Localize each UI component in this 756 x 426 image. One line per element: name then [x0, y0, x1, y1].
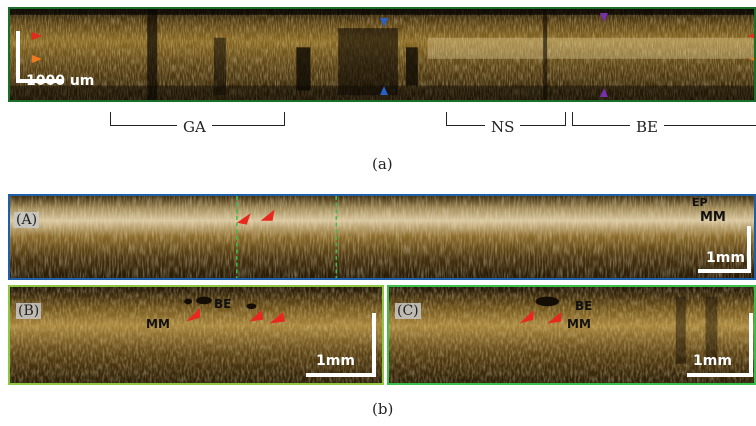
red-arrowhead-icon: [260, 209, 275, 221]
region-label-be: BE: [630, 118, 664, 136]
label-ep: EP: [692, 196, 708, 209]
inset-tag-C: (C): [395, 303, 421, 319]
blue-arrow-down-icon: [380, 18, 388, 27]
region-label-ns: NS: [485, 118, 521, 136]
oct-strip-a: 1000 um: [8, 7, 756, 102]
inset-tag-A: (A): [14, 212, 40, 228]
scale-bar-horizontal-C: [687, 373, 753, 377]
purple-arrow-up-icon: [600, 88, 608, 97]
oct-inset-B: (B) BE MM 1mm: [8, 285, 384, 385]
red-arrowhead-icon: [186, 308, 200, 322]
caption-b: (b): [372, 400, 394, 418]
scale-bar-horizontal-A: [698, 269, 751, 273]
scale-bar-vertical-A: [747, 226, 751, 272]
scale-bar-vertical-B: [372, 313, 376, 375]
red-arrowhead-icon: [269, 311, 286, 324]
scale-bar-horizontal-a: [16, 79, 64, 83]
scale-label-a: 1000 um: [26, 73, 95, 89]
red-arrowhead-icon: [249, 310, 264, 322]
oct-texture-a: [10, 9, 754, 100]
scale-label-B: 1mm: [316, 353, 355, 369]
purple-arrow-down-icon: [600, 13, 608, 22]
blue-arrow-up-icon: [380, 86, 388, 95]
orange-arrow-icon: [32, 55, 42, 63]
oct-texture-C: [389, 287, 754, 383]
oct-texture-A: [10, 196, 754, 278]
arrow-markers-a: [32, 13, 754, 97]
label-mm-A: MM: [700, 210, 726, 225]
scale-bar-vertical-a: [16, 31, 20, 81]
label-mm-B: MM: [146, 317, 170, 331]
scale-label-C: 1mm: [693, 353, 732, 369]
scale-bar-horizontal-B: [306, 373, 376, 377]
inset-tag-B: (B): [16, 303, 42, 319]
bracket-be: [572, 112, 756, 126]
red-arrow-icon: [32, 32, 42, 40]
red-arrowhead-icon: [547, 311, 562, 324]
scale-label-A: 1mm: [706, 250, 745, 266]
red-arrow-icon: [748, 33, 754, 39]
label-be-C: BE: [575, 299, 593, 313]
orange-arrow-icon: [750, 57, 754, 61]
oct-texture-B: [10, 287, 382, 383]
caption-a: (a): [372, 155, 393, 173]
red-arrowhead-icon: [236, 213, 251, 225]
region-label-ga: GA: [177, 118, 212, 136]
oct-inset-A: (A) EP MM 1mm: [8, 194, 756, 280]
scale-bar-vertical-C: [749, 313, 753, 375]
label-mm-C: MM: [567, 317, 591, 331]
label-be-B: BE: [214, 297, 232, 311]
oct-inset-C: (C) BE MM 1mm: [387, 285, 756, 385]
